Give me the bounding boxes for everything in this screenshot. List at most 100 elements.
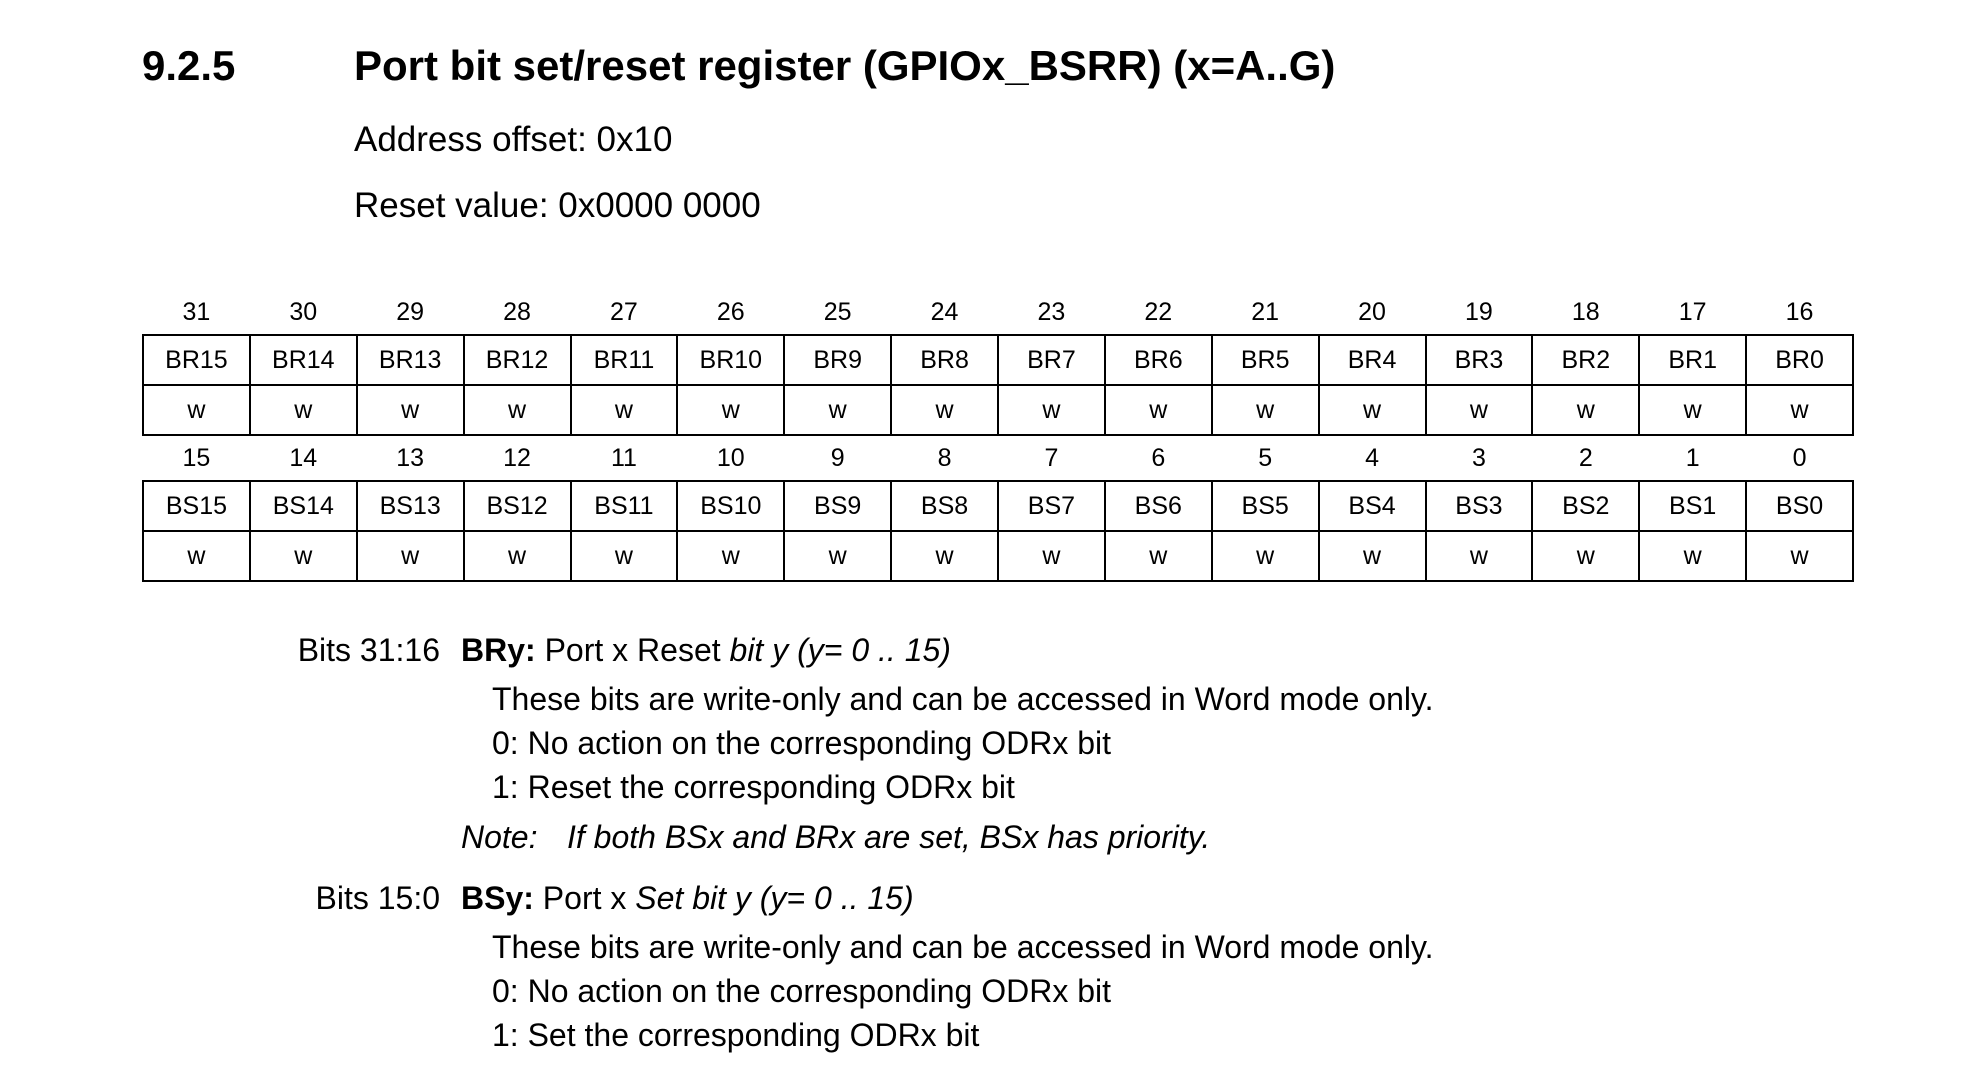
- note-label: Note:: [461, 819, 538, 855]
- access-cell: w: [1103, 384, 1213, 436]
- access-cell: w: [783, 530, 893, 582]
- access-cell: w: [1638, 384, 1748, 436]
- bit-number: 20: [1358, 297, 1386, 326]
- access-cell: w: [1210, 384, 1320, 436]
- br-value-1-line: 1: Reset the corresponding ODRx bit: [492, 769, 1015, 805]
- bit-number: 9: [830, 443, 845, 472]
- bit-number: 3: [1471, 443, 1486, 472]
- access-cell: w: [1745, 384, 1854, 436]
- access-cell: w: [355, 384, 465, 436]
- field-name-cell: BS7: [997, 480, 1106, 532]
- field-name-cell: BR12: [462, 334, 572, 386]
- note-text: If both BSx and BRx are set, BSx has pri…: [567, 819, 1211, 855]
- br-field-name: BRy:: [461, 632, 536, 668]
- bit-number: 28: [503, 297, 531, 326]
- bit-number: 16: [1785, 297, 1814, 326]
- field-name-cell: BS1: [1638, 480, 1748, 532]
- field-name-cell: BR0: [1745, 334, 1854, 386]
- br-description-line: These bits are write-only and can be acc…: [492, 681, 1434, 717]
- access-cell: w: [462, 384, 572, 436]
- field-name-cell: BR15: [142, 334, 251, 386]
- access-cell: w: [1424, 530, 1534, 582]
- br-title-plain: Port x Reset: [535, 632, 730, 668]
- bit-number: 18: [1571, 297, 1600, 326]
- access-cell: w: [1638, 530, 1748, 582]
- field-name-cell: BS3: [1424, 480, 1534, 532]
- field-name-cell: BS9: [783, 480, 893, 532]
- field-name-cell: BR14: [248, 334, 358, 386]
- field-name-cell: BS2: [1531, 480, 1641, 532]
- field-name-cell: BS0: [1745, 480, 1854, 532]
- access-cell: w: [1531, 530, 1641, 582]
- bit-number: 24: [930, 297, 959, 326]
- access-cell: w: [1317, 530, 1427, 582]
- upper-field-name-cell-row: BR15 BR14 BR13 BR12 BR11 BR10 BR9 BR8 BR7 BR6 BR5 B…: [142, 334, 1854, 386]
- field-name-cell: BR11: [569, 334, 679, 386]
- bit-number: 26: [716, 297, 745, 326]
- field-name-cell: BR2: [1531, 334, 1641, 386]
- field-name-cell: BS15: [142, 480, 251, 532]
- access-cell: w: [248, 530, 358, 582]
- bit-number: 13: [396, 443, 425, 472]
- bit-number: 11: [610, 443, 637, 472]
- section-title: Port bit set/reset register (GPIOx_BSRR)…: [354, 42, 1336, 89]
- access-cell: w: [1317, 384, 1427, 436]
- br-note: Note: If both BSx and BRx are set, BSx ha…: [461, 815, 1210, 859]
- access-cell: w: [676, 384, 786, 436]
- bit-number: 2: [1578, 443, 1593, 472]
- bit-number: 27: [610, 297, 638, 326]
- bit-number: 21: [1251, 297, 1280, 326]
- access-cell: w: [1103, 530, 1213, 582]
- field-name-cell: BR13: [355, 334, 465, 386]
- access-cell: w: [569, 530, 679, 582]
- bs-field-name: BSy:: [461, 880, 534, 916]
- access-cell: w: [355, 530, 465, 582]
- access-cell: w: [142, 530, 251, 582]
- field-name-cell: BR3: [1424, 334, 1534, 386]
- br-value-0-line: 0: No action on the corresponding ODRx b…: [492, 725, 1111, 761]
- field-name-cell: BR9: [783, 334, 893, 386]
- field-name-cell: BR1: [1638, 334, 1748, 386]
- field-name-cell: BS6: [1103, 480, 1213, 532]
- access-cell: w: [1531, 384, 1641, 436]
- access-cell: w: [1210, 530, 1320, 582]
- bit-number: 5: [1258, 443, 1273, 472]
- field-name-cell: BR4: [1317, 334, 1427, 386]
- bs-field-title: BSy: Port x Set bit y (y= 0 .. 15): [461, 876, 914, 920]
- bs-value-0-line: 0: No action on the corresponding ODRx b…: [492, 973, 1111, 1009]
- field-name-cell: BS11: [569, 480, 679, 532]
- field-name-cell: BS10: [676, 480, 786, 532]
- field-name-cell: BS12: [462, 480, 572, 532]
- access-cell: w: [676, 530, 786, 582]
- field-name-cell: BS4: [1317, 480, 1427, 532]
- bit-number: 25: [823, 297, 852, 326]
- bit-number: 30: [289, 297, 318, 326]
- access-cell: w: [1745, 530, 1854, 582]
- bit-number: 8: [937, 443, 952, 472]
- bs-description-line: These bits are write-only and can be acc…: [492, 929, 1434, 965]
- bs-value-1-line: 1: Set the corresponding ODRx bit: [492, 1017, 980, 1053]
- br-field-title: BRy: Port x Reset bit y (y= 0 .. 15): [461, 628, 951, 672]
- reset-value: Reset value: 0x0000 0000: [354, 186, 761, 225]
- field-name-cell: BS14: [248, 480, 358, 532]
- upper-bit-number-row: 31 30 29 28 27 26 25 24 23 22 21 20 19 18 17 16: [143, 290, 1853, 335]
- bit-number: 12: [503, 443, 531, 472]
- bit-number: 31: [182, 297, 211, 326]
- access-cell: w: [890, 384, 999, 436]
- bit-number: 17: [1678, 297, 1707, 326]
- br-bits-range: Bits 31:16: [297, 632, 440, 668]
- field-name-cell: BS13: [355, 480, 465, 532]
- bit-number: 23: [1037, 297, 1066, 326]
- bit-number: 0: [1792, 443, 1807, 472]
- bit-number: 14: [289, 443, 318, 472]
- access-cell: w: [569, 384, 679, 436]
- field-name-cell: BR6: [1103, 334, 1213, 386]
- bit-number: 10: [716, 443, 745, 472]
- bit-number: 29: [396, 297, 425, 326]
- bs-bits-range: Bits 15:0: [315, 880, 440, 916]
- bit-number: 15: [182, 443, 211, 472]
- access-cell: w: [783, 384, 893, 436]
- bit-number: 4: [1365, 443, 1380, 472]
